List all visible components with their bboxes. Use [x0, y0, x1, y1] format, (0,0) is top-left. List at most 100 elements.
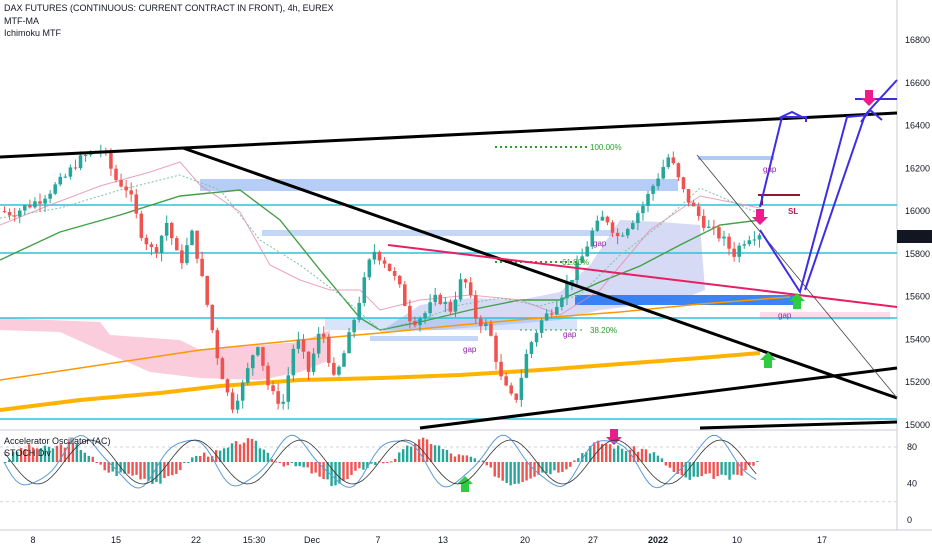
oscillator-bar: [744, 462, 747, 471]
buy-arrow-icon: [760, 352, 776, 368]
candle-body: [63, 176, 68, 178]
price-axis-tick: 15200: [905, 377, 930, 387]
gap-zone: [262, 230, 612, 236]
stoch-d-line: [3, 439, 757, 485]
oscillator-bar: [346, 462, 349, 480]
candle-body: [555, 306, 559, 315]
oscillator-bar: [278, 462, 282, 463]
candle-body: [281, 401, 285, 404]
oscillator-bar: [664, 462, 668, 466]
oscillator-bar: [573, 460, 576, 462]
oscillator-bar: [541, 462, 544, 473]
price-axis-tick: 15000: [905, 420, 930, 430]
candle-body: [504, 376, 508, 386]
oscillator-bar: [87, 455, 90, 462]
price-axis-tick: 16400: [905, 121, 930, 131]
oscillator-bar: [298, 462, 301, 467]
candle-body: [23, 205, 27, 211]
gap-zone-top: [698, 156, 774, 160]
forecast-path-upper: [759, 116, 807, 208]
oscillator-bar: [732, 462, 735, 475]
oscillator-bar: [107, 462, 110, 473]
oscillator-bar: [258, 448, 262, 462]
sell-arrow-icon: [752, 209, 768, 225]
oscillator-bar: [306, 462, 309, 468]
oscillator-bar: [413, 444, 417, 462]
candle-body: [337, 366, 341, 375]
price-axis-tick: 16200: [905, 163, 930, 173]
candle-body: [12, 215, 17, 217]
oscillator-bar: [51, 448, 55, 462]
candle-body: [382, 260, 387, 264]
time-axis-tick: Dec: [304, 535, 321, 545]
time-axis-tick: 15: [111, 535, 121, 545]
candle-body: [636, 213, 640, 224]
candle-body: [565, 283, 569, 298]
oscillator-bar: [342, 462, 345, 481]
trendline-bottom: [699, 420, 898, 430]
oscillator-bar: [417, 439, 421, 462]
candle-body: [641, 205, 645, 214]
candle-body: [311, 353, 316, 372]
candle-body: [53, 184, 57, 194]
sell-arrow-icon: [861, 90, 877, 106]
oscillator-bar: [266, 452, 270, 462]
oscillator-bar: [445, 449, 449, 462]
oscillator-bar: [175, 462, 178, 474]
candle-body: [757, 235, 762, 240]
candle-body: [732, 248, 736, 257]
oscillator-bar: [704, 462, 707, 474]
oscillator-bar: [135, 462, 138, 475]
candle-body: [48, 193, 52, 199]
candle-body: [190, 230, 194, 246]
candle-body: [347, 332, 351, 354]
oscillator-bar: [151, 462, 154, 484]
oscillator-bar: [569, 462, 572, 467]
oscillator-bar: [521, 462, 524, 483]
oscillator-bar: [362, 462, 365, 470]
oscillator-bar: [127, 462, 130, 474]
candle-body: [286, 375, 291, 402]
candle-body: [367, 259, 372, 278]
oscillator-bar: [632, 446, 636, 462]
oscillator-bar: [409, 446, 413, 462]
oscillator-bar: [437, 445, 441, 462]
oscillator-bar: [553, 462, 556, 471]
candle-body: [159, 235, 164, 253]
candle-body: [134, 194, 139, 214]
oscillator-bar: [147, 462, 150, 481]
candle-body: [256, 347, 260, 356]
candle-body: [438, 294, 443, 304]
oscillator-bar: [608, 444, 612, 462]
oscillator-bar: [589, 445, 592, 462]
candle-body: [413, 321, 417, 326]
oscillator-bar: [457, 454, 461, 462]
forecast-arrowhead: [778, 110, 805, 119]
time-axis-tick: 20: [520, 535, 530, 545]
candle-body: [701, 215, 706, 228]
gap-label: gap: [563, 330, 577, 339]
oscillator-bar: [390, 461, 393, 463]
candle-body: [453, 299, 458, 312]
candle-body: [534, 332, 539, 343]
oscillator-buy-arrow-icon: [457, 476, 473, 492]
candle-body: [595, 220, 600, 231]
candle-body: [78, 155, 83, 169]
oscillator-bar: [262, 449, 266, 462]
candle-body: [423, 313, 427, 319]
oscillator-bar: [214, 450, 218, 462]
candle-body: [185, 245, 189, 264]
oscillator-bar: [740, 462, 743, 476]
candle-body: [68, 167, 73, 177]
oscillator-bar: [712, 462, 715, 479]
candle-body: [180, 250, 184, 264]
oscillator-bar: [171, 462, 174, 476]
candle-body: [727, 236, 731, 249]
candle-body: [580, 256, 584, 263]
candle-body: [473, 295, 478, 319]
candle-body: [625, 229, 630, 236]
price-axis-tick: 15400: [905, 334, 930, 344]
oscillator-bar: [314, 462, 317, 473]
candle-body: [403, 284, 407, 306]
candle-body: [575, 262, 579, 280]
